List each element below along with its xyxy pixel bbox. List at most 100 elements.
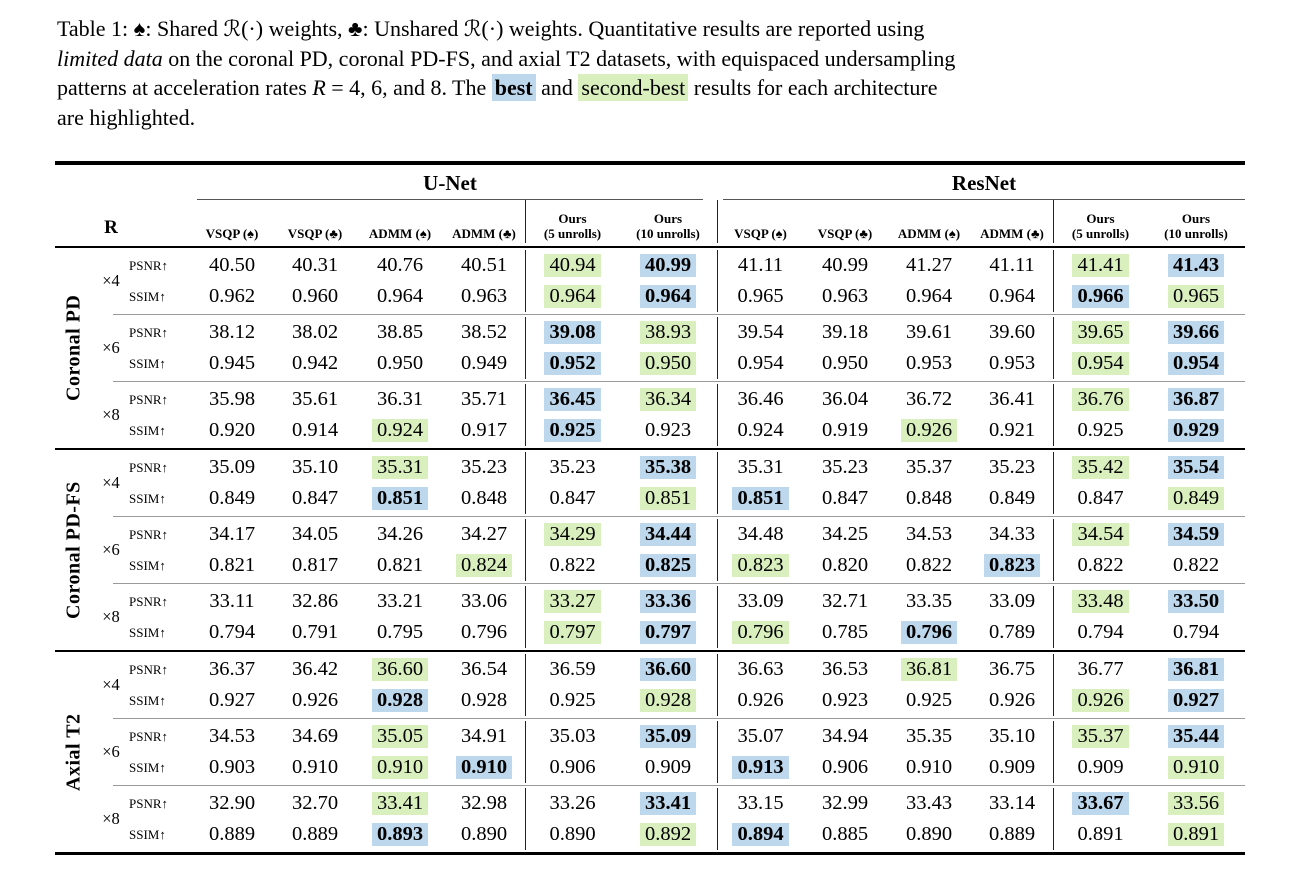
ssim-value: 0.847 [1077,487,1124,509]
value-cell: 33.11 0.794 [191,586,273,648]
ssim-value: 0.953 [988,352,1036,374]
ssim-value: 0.820 [821,554,869,576]
col-header-label: VSQP (♣) [817,226,873,241]
ssim-value-best: 0.952 [544,352,601,375]
ssim-label: SSIM↑ [129,355,166,371]
psnr-line: 38.02 [287,317,343,348]
psnr-value: 35.37 [905,456,953,478]
ssim-value: 0.849 [988,487,1036,509]
psnr-line: 33.67 [1072,788,1129,819]
ssim-value-best: 0.966 [1072,285,1129,308]
row-separator [113,381,1245,382]
psnr-value: 35.03 [549,725,596,747]
psnr-line: 41.27 [901,250,957,281]
ssim-line: 0.964 [901,281,957,312]
ssim-value: 0.926 [988,689,1036,711]
caption-line-2: limited data on the coronal PD, coronal … [57,44,1243,74]
ssim-value-best: 0.796 [900,621,958,644]
psnr-value-second-best: 33.27 [544,590,601,613]
psnr-value-second-best: 36.81 [900,658,958,681]
psnr-value: 36.31 [376,388,424,410]
ssim-label: SSIM↑ [129,288,166,304]
caption-text: and [535,75,579,100]
col-header-label: VSQP (♠) [734,226,787,241]
ssim-value-second-best: 0.823 [732,554,789,577]
ssim-line: 0.913 [732,752,789,783]
psnr-value: 41.11 [989,254,1035,276]
psnr-value-best: 40.99 [639,254,697,277]
ssim-value-best: 0.928 [371,689,429,712]
group-header-unet: U-Net [197,172,703,200]
psnr-value: 35.10 [291,456,339,478]
psnr-value: 38.02 [291,321,339,343]
value-cell: 41.41 0.966 [1053,250,1147,312]
table-row-group: ×8 PSNR↑ SSIM↑ 35.98 0.920 35.61 0.914 36.31 0.9… [93,382,1245,448]
value-cell: 35.05 0.910 [357,721,443,783]
psnr-value: 40.31 [291,254,339,276]
rate-label: ×6 [102,742,120,761]
psnr-value: 32.70 [291,792,339,814]
psnr-label: PSNR↑ [129,459,169,475]
psnr-line: 41.43 [1167,250,1225,281]
ssim-value: 0.848 [460,487,508,509]
psnr-value: 39.18 [821,321,869,343]
psnr-line: 39.66 [1167,317,1225,348]
psnr-line: 39.08 [544,317,601,348]
ssim-value: 0.926 [737,689,784,711]
value-cell: 33.67 0.891 [1053,788,1147,850]
value-cell: 33.48 0.794 [1053,586,1147,648]
psnr-line: 33.36 [639,586,697,617]
col-header-resnet-vsqp-shared: VSQP (♠) [717,200,803,243]
ssim-label: SSIM↑ [129,624,166,640]
ssim-line: 0.890 [456,819,512,850]
dataset-label: Axial T2 [62,713,85,791]
ssim-line: 0.949 [456,348,512,379]
ssim-value: 0.794 [1172,621,1220,643]
value-cell: 35.09 0.849 [191,452,273,514]
value-cell: 33.09 0.789 [971,586,1053,648]
psnr-value: 33.21 [376,590,424,612]
psnr-line: 36.04 [817,384,873,415]
psnr-line: 33.56 [1167,788,1225,819]
psnr-value-best: 33.36 [639,590,697,613]
caption-text: = 4, 6, and 8. The [325,75,492,100]
dataset-section: Coronal PD ×4 PSNR↑ SSIM↑ 40.50 0.962 40.31 0.9… [55,248,1245,448]
results-table: U-Net ResNet R VSQP (♠) VSQP (♣) ADMM (♠… [55,161,1245,855]
col-header-label: ADMM (♣) [980,226,1044,241]
psnr-line: 36.37 [204,654,260,685]
ssim-line: 0.910 [287,752,343,783]
value-cell: 35.98 0.920 [191,384,273,446]
psnr-value-best: 35.38 [639,456,697,479]
value-cell: 35.44 0.910 [1147,721,1245,783]
ssim-label: SSIM↑ [129,557,166,573]
psnr-line: 36.34 [639,384,697,415]
psnr-value-second-best: 33.48 [1072,590,1129,613]
ssim-line: 0.903 [204,752,260,783]
ssim-line: 0.964 [639,281,697,312]
psnr-value-second-best: 36.76 [1072,388,1129,411]
value-cell: 40.51 0.963 [443,250,525,312]
ssim-value: 0.964 [376,285,424,307]
value-cell: 35.31 0.851 [717,452,803,514]
ssim-value: 0.822 [549,554,596,576]
row-separator [113,583,1245,584]
psnr-label: PSNR↑ [129,593,169,609]
value-cell: 35.61 0.914 [273,384,357,446]
ssim-line: 0.926 [732,685,788,716]
ssim-line: 0.796 [732,617,789,648]
psnr-value-second-best: 36.60 [371,658,429,681]
psnr-line: 33.15 [732,788,788,819]
value-cell: 33.43 0.890 [887,788,971,850]
ssim-line: 0.820 [817,550,873,581]
ssim-line: 0.849 [984,483,1040,514]
value-cell: 38.52 0.949 [443,317,525,379]
ssim-value: 0.847 [291,487,339,509]
psnr-value-best: 39.66 [1167,321,1225,344]
ssim-value-best: 0.893 [371,823,429,846]
ssim-line: 0.822 [901,550,957,581]
psnr-line: 35.23 [544,452,600,483]
psnr-line: 34.17 [204,519,260,550]
ssim-value-best: 0.929 [1167,419,1225,442]
ssim-value: 0.821 [376,554,424,576]
value-cell: 36.81 0.927 [1147,654,1245,716]
